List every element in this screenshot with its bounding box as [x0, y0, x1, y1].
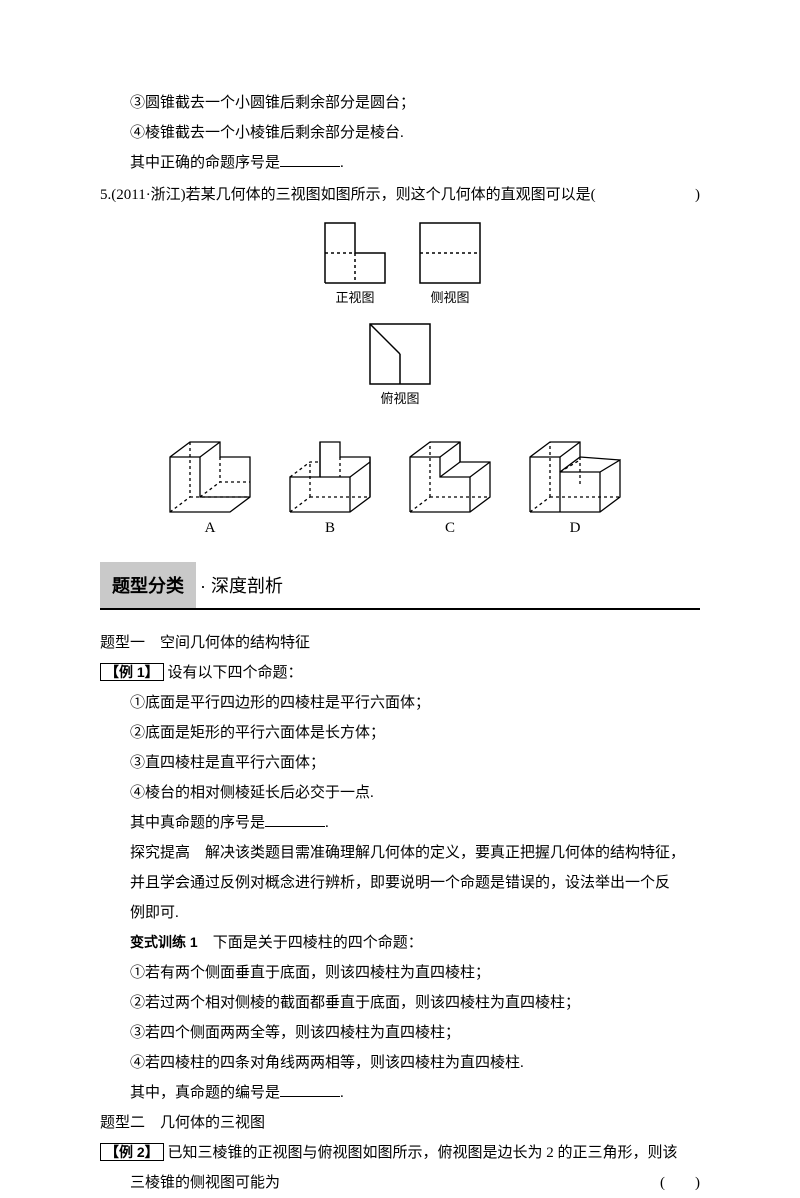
section-sep: · — [200, 576, 211, 596]
section-title: 题型分类 — [100, 562, 196, 608]
example-2-line: 【例 2】 已知三棱锥的正视图与俯视图如图所示，俯视图是边长为 2 的正三角形，… — [100, 1138, 700, 1168]
top-view-label: 俯视图 — [380, 391, 419, 406]
t1-v5: 其中，真命题的编号是. — [100, 1078, 700, 1108]
example-1-label: 【例 1】 — [100, 663, 164, 681]
t1-v3: ③若四个侧面两两全等，则该四棱柱为直四棱柱； — [100, 1018, 700, 1048]
intro-line-5: 其中正确的命题序号是. — [100, 148, 700, 178]
intro-5-post: . — [340, 155, 344, 171]
example-1-text: 设有以下四个命题： — [164, 665, 303, 681]
example-2-label: 【例 2】 — [100, 1143, 164, 1161]
intro-line-4: ④棱锥截去一个小棱锥后剩余部分是棱台. — [100, 118, 700, 148]
var1-line: 变式训练 1 下面是关于四棱柱的四个命题： — [100, 928, 700, 958]
t1-p4: ④棱台的相对侧棱延长后必交于一点. — [100, 778, 700, 808]
var1-label: 变式训练 1 — [130, 934, 198, 950]
opt-c-label: C — [445, 520, 455, 536]
example-1-line: 【例 1】 设有以下四个命题： — [100, 658, 700, 688]
opt-d-label: D — [570, 520, 581, 536]
t1-v2: ②若过两个相对侧棱的截面都垂直于底面，则该四棱柱为直四棱柱； — [100, 988, 700, 1018]
t1-v5-pre: 其中，真命题的编号是 — [130, 1085, 280, 1101]
section-bar: 题型分类 · 深度剖析 — [100, 562, 700, 610]
t1-p3: ③直四棱柱是直平行六面体； — [100, 748, 700, 778]
t1-v1: ①若有两个侧面垂直于底面，则该四棱柱为直四棱柱； — [100, 958, 700, 988]
page: ③圆锥截去一个小圆锥后剩余部分是圆台； ④棱锥截去一个小棱锥后剩余部分是棱台. … — [0, 0, 800, 1132]
options-figure: A B C D — [100, 432, 700, 548]
var1-text: 下面是关于四棱柱的四个命题： — [198, 935, 423, 951]
three-view-figure: 正视图 侧视图 俯视图 — [100, 218, 700, 420]
section-sub-text: 深度剖析 — [211, 576, 283, 596]
options-svg: A B C D — [160, 432, 640, 537]
t1-p2: ②底面是矩形的平行六面体是长方体； — [100, 718, 700, 748]
t1-note3: 例即可. — [100, 898, 700, 928]
front-side-view-svg: 正视图 侧视图 — [295, 218, 505, 308]
example-2-text1: 已知三棱锥的正视图与俯视图如图所示，俯视图是边长为 2 的正三角形，则该 — [164, 1145, 678, 1161]
section-sub: · 深度剖析 — [196, 562, 283, 608]
t1-note2: 并且学会通过反例对概念进行辨析，即要说明一个命题是错误的，设法举出一个反 — [100, 868, 700, 898]
topic-2-title: 题型二 几何体的三视图 — [100, 1108, 700, 1138]
side-view-label: 侧视图 — [430, 290, 469, 305]
q5-paren: ) — [695, 180, 700, 210]
opt-b-label: B — [325, 520, 335, 536]
intro-5-pre: 其中正确的命题序号是 — [130, 155, 280, 171]
t1-p1: ①底面是平行四边形的四棱柱是平行六面体； — [100, 688, 700, 718]
t1-v4: ④若四棱柱的四条对角线两两相等，则该四棱柱为直四棱柱. — [100, 1048, 700, 1078]
opt-a-label: A — [205, 520, 216, 536]
blank — [280, 152, 340, 167]
top-view-svg: 俯视图 — [350, 319, 450, 409]
example-2-text2: 三棱锥的侧视图可能为 — [130, 1175, 280, 1191]
t1-p5: 其中真命题的序号是. — [100, 808, 700, 838]
question-5: 5.(2011·浙江)若某几何体的三视图如图所示，则这个几何体的直观图可以是( … — [100, 180, 700, 210]
example-2-paren: ( ) — [660, 1168, 700, 1198]
t1-note1: 探究提高 解决该类题目需准确理解几何体的定义，要真正把握几何体的结构特征， — [100, 838, 700, 868]
example-2-line2: 三棱锥的侧视图可能为 ( ) — [100, 1168, 700, 1198]
t1-v5-post: . — [340, 1085, 344, 1101]
intro-line-3: ③圆锥截去一个小圆锥后剩余部分是圆台； — [100, 88, 700, 118]
blank — [280, 1082, 340, 1097]
blank — [265, 812, 325, 827]
front-view-label: 正视图 — [335, 290, 374, 305]
topic-1-title: 题型一 空间几何体的结构特征 — [100, 628, 700, 658]
q5-text: 5.(2011·浙江)若某几何体的三视图如图所示，则这个几何体的直观图可以是( — [100, 187, 596, 203]
t1-p5-pre: 其中真命题的序号是 — [130, 815, 265, 831]
t1-p5-post: . — [325, 815, 329, 831]
